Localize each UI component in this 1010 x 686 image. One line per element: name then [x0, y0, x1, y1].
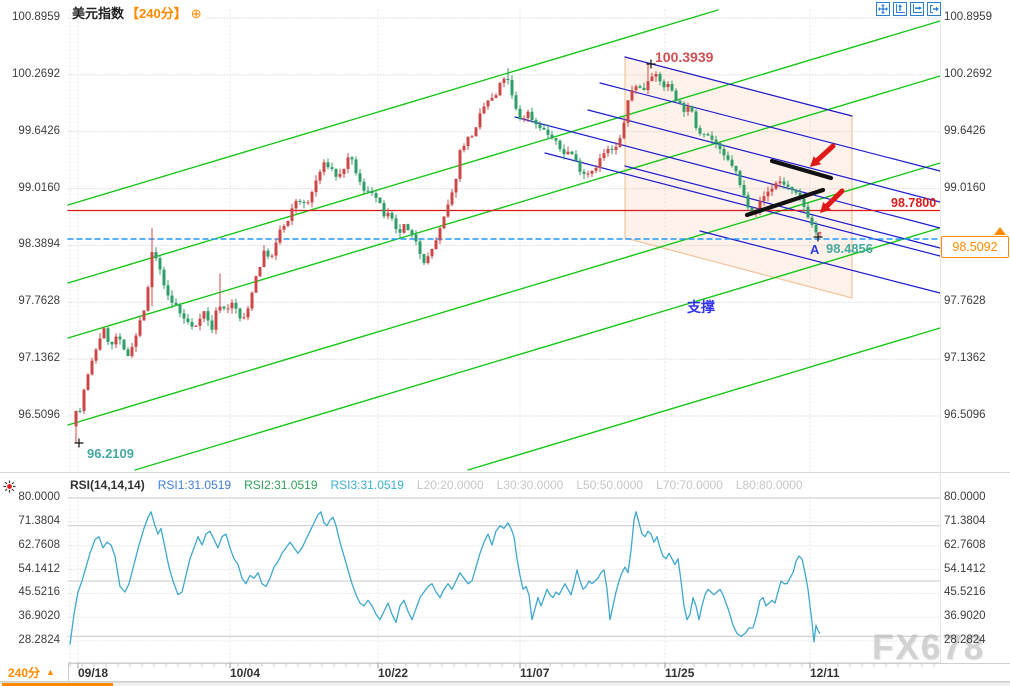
rsi-axis-label: 80.0000: [18, 491, 60, 503]
price-axis-label: 97.7628: [944, 295, 986, 308]
rsi-axis-label: 62.7608: [18, 538, 60, 551]
support-annotation: 支撑: [687, 299, 715, 315]
price-axis-label: 100.8959: [944, 11, 992, 23]
peak-price-annotation: 100.3939: [655, 49, 714, 65]
current-price-value: 98.5092: [952, 240, 998, 254]
price-axis-label: 99.6426: [18, 124, 60, 137]
rsi-axis-label: 62.7608: [944, 538, 986, 551]
timeframe-label: 【240分】: [126, 6, 187, 21]
rsi-header-item: L70:70.0000: [656, 478, 723, 492]
price-axis-label: 99.6426: [944, 124, 986, 137]
pan-button[interactable]: [876, 2, 890, 16]
rsi-axis-label: 28.2824: [944, 634, 986, 647]
chart-title: 美元指数 【240分】 ⊕: [72, 3, 206, 22]
date-label: 09/18: [78, 666, 109, 680]
price-axis-label: 96.5096: [18, 408, 60, 421]
price-axis-label: 99.0160: [18, 181, 60, 194]
rsi-axis-label: 71.3804: [18, 514, 60, 527]
rsi-header-item: RSI3:31.0519: [330, 478, 404, 492]
rsi-axis-label: 45.5216: [944, 586, 986, 599]
rsi-indicator-header: RSI(14,14,14) RSI1:31.0519 RSI2:31.0519 RSI…: [70, 478, 816, 492]
price-axis-label: 100.2692: [12, 67, 60, 80]
axis-scale-up-icon: [896, 4, 905, 13]
date-label: 10/04: [230, 666, 261, 680]
symbol-name: 美元指数: [72, 6, 125, 21]
scrollbar-thumb[interactable]: [2, 683, 113, 686]
horizontal-scrollbar[interactable]: [0, 682, 1010, 686]
watermark: FX678: [872, 628, 986, 667]
rsi-axis-label: 54.1412: [18, 562, 60, 575]
timeframe-cell[interactable]: 240分 ▲: [0, 663, 69, 681]
end-low-annotation: 98.4856: [826, 241, 873, 256]
price-axis-label: 99.0160: [944, 181, 986, 194]
rsi-header-item: L30:30.0000: [496, 478, 564, 492]
point-marker-letter: A: [810, 242, 820, 257]
price-axis-label: 98.3894: [18, 238, 60, 251]
rsi-axis-label: 80.0000: [944, 491, 986, 503]
price-axis-label: 100.8959: [12, 11, 60, 23]
hline-price-label: 98.7800: [891, 196, 937, 210]
shift-right-button[interactable]: [927, 2, 941, 16]
price-axis-label: 97.1362: [944, 352, 986, 365]
scale-right-button[interactable]: [910, 2, 924, 16]
rsi-axis-label: 45.5216: [18, 586, 60, 599]
timeframe-up-arrow-icon: ▲: [46, 667, 55, 677]
rsi-header-item: L80:80.0000: [735, 478, 803, 492]
price-axis-label: 100.2692: [944, 67, 992, 80]
rsi-axis-label: 71.3804: [944, 514, 986, 527]
rsi-axis-label: 36.9020: [18, 610, 60, 623]
rsi-axis-label: 28.2824: [18, 634, 60, 647]
current-price-box: 98.5092: [941, 236, 1009, 258]
price-axis-label: 96.5096: [944, 408, 986, 421]
price-axis-label: 97.1362: [18, 352, 60, 365]
rsi-header-item: RSI1:31.0519: [157, 478, 232, 492]
shift-right-icon: [930, 5, 939, 13]
rsi-axis-label: 54.1412: [944, 562, 986, 575]
rsi-header-item: L50:50.0000: [576, 478, 644, 492]
date-label: 12/11: [810, 666, 840, 680]
start-low-annotation: 96.2109: [87, 446, 134, 461]
chart-toolbar: [876, 2, 941, 16]
add-indicator-button[interactable]: ⊕: [190, 6, 202, 21]
date-label: 11/25: [665, 666, 695, 680]
price-axis-label: 97.7628: [18, 295, 60, 308]
rsi-header-item: RSI2:31.0519: [244, 478, 318, 492]
timeframe-cell-label: 240分: [8, 665, 41, 680]
pan-icon: [878, 4, 888, 14]
date-label: 10/22: [378, 666, 409, 680]
rsi-header-item: RSI(14,14,14): [70, 478, 145, 492]
date-label: 11/07: [520, 666, 550, 680]
rsi-header-item: L20:20.0000: [416, 478, 484, 492]
axis-scale-right-icon: [913, 4, 922, 13]
rsi-settings-icon[interactable]: [3, 480, 16, 493]
rsi-axis-label: 36.9020: [944, 610, 986, 623]
scale-up-button[interactable]: [893, 2, 907, 16]
current-price-marker-icon: [994, 227, 1006, 235]
